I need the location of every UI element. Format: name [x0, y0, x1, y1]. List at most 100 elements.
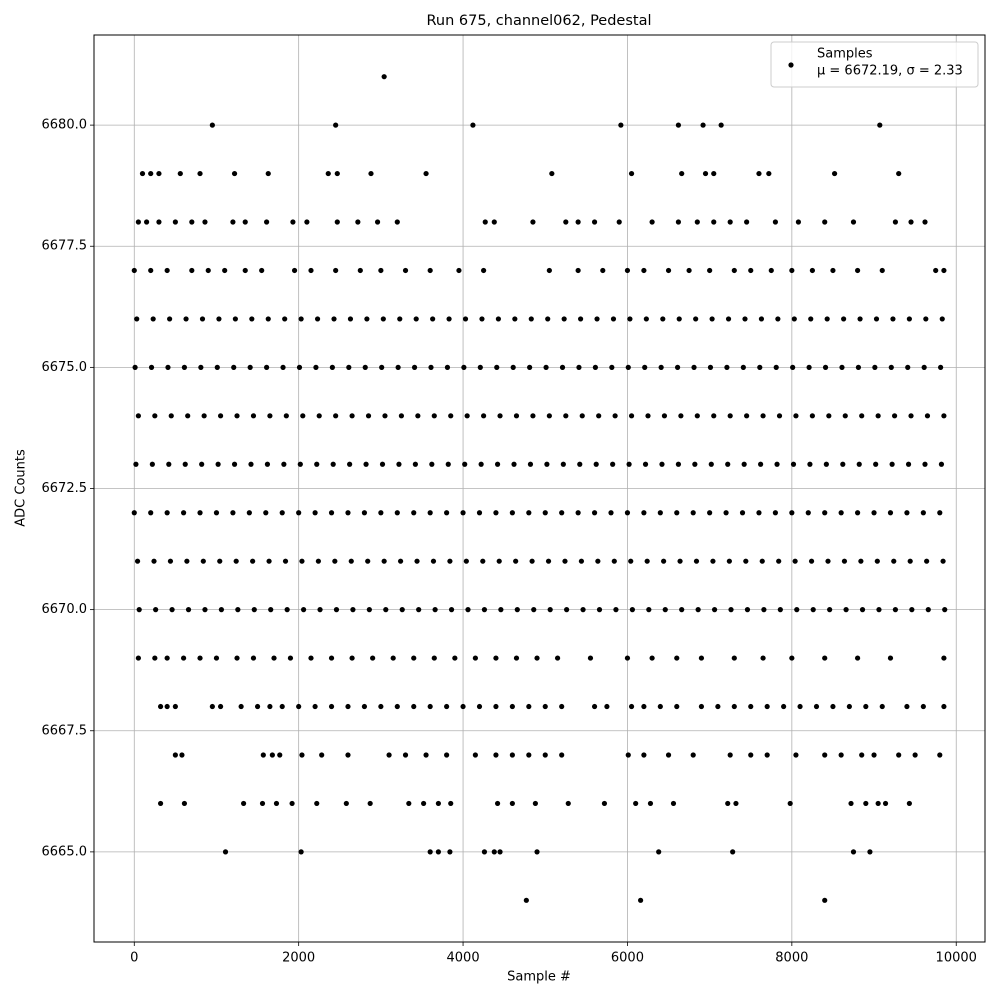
point [933, 267, 939, 274]
point [923, 316, 929, 322]
point [271, 655, 277, 661]
point [727, 752, 733, 758]
point [296, 510, 302, 516]
point [284, 607, 290, 613]
point [411, 364, 418, 370]
point [281, 461, 287, 467]
point [298, 316, 304, 322]
point [382, 413, 388, 419]
point [497, 413, 503, 419]
y-tick-label: 6680.0 [42, 118, 88, 133]
x-axis-label: Sample # [507, 970, 571, 985]
point [874, 558, 880, 564]
point [333, 122, 339, 128]
point [825, 558, 831, 564]
point [806, 364, 812, 370]
point [610, 461, 616, 467]
point [432, 607, 438, 613]
point [249, 316, 255, 322]
point [179, 752, 185, 758]
point [560, 461, 566, 467]
point [135, 413, 141, 419]
point [694, 413, 700, 419]
point [838, 752, 844, 758]
point [937, 752, 943, 758]
point [854, 655, 861, 661]
point [642, 364, 648, 370]
point [887, 655, 894, 661]
point [135, 219, 141, 225]
point [626, 461, 632, 467]
point [180, 655, 187, 661]
point [580, 607, 586, 613]
point [592, 364, 598, 370]
point [661, 413, 668, 419]
point [514, 607, 520, 613]
point [209, 122, 215, 128]
point [135, 655, 141, 661]
point [152, 413, 158, 419]
point [674, 703, 680, 710]
point [776, 413, 783, 419]
legend-marker [788, 62, 794, 68]
legend-box [770, 41, 979, 88]
point [202, 219, 208, 225]
point [476, 510, 483, 516]
point [345, 703, 351, 710]
point [134, 558, 141, 564]
point [452, 655, 458, 661]
point [350, 607, 356, 613]
point [795, 219, 802, 225]
point [941, 655, 947, 661]
point [394, 510, 400, 516]
point [761, 607, 767, 613]
point [543, 364, 549, 370]
point [381, 74, 387, 80]
point [150, 316, 156, 322]
point [723, 510, 729, 516]
y-tick-label: 6670.0 [42, 602, 88, 617]
point [470, 122, 476, 128]
point [542, 703, 548, 710]
point [464, 413, 470, 419]
point [624, 267, 631, 274]
point [549, 170, 555, 177]
point [365, 413, 372, 419]
point [857, 316, 863, 322]
point [675, 461, 682, 467]
point [726, 558, 732, 564]
point [172, 752, 178, 758]
point [822, 752, 828, 758]
point [157, 800, 164, 807]
point [718, 122, 724, 128]
point [526, 752, 532, 758]
point [370, 655, 376, 661]
point [715, 703, 721, 710]
point [674, 510, 680, 516]
point [482, 219, 488, 225]
point [308, 267, 314, 274]
point [214, 364, 220, 370]
point [810, 607, 816, 613]
point [600, 267, 606, 274]
point [658, 364, 664, 370]
point [406, 800, 412, 807]
point [493, 752, 499, 758]
point [805, 510, 811, 516]
point [296, 703, 302, 710]
point [659, 461, 665, 467]
point [316, 413, 322, 419]
point [217, 558, 223, 564]
point [826, 413, 832, 419]
point [248, 461, 254, 467]
point [308, 655, 314, 661]
point [740, 364, 746, 370]
point [328, 703, 335, 710]
point [575, 267, 581, 274]
point [263, 510, 269, 516]
point [202, 607, 208, 613]
point [177, 170, 183, 177]
point [591, 703, 598, 710]
point [854, 267, 861, 274]
point [591, 219, 598, 225]
